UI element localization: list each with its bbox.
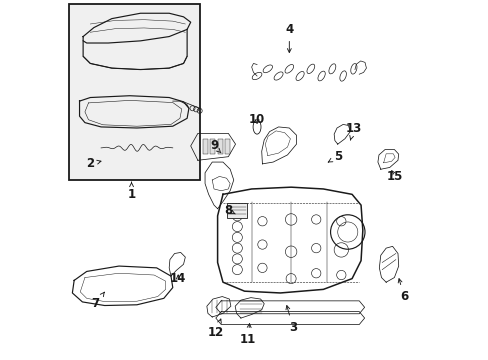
Text: 12: 12 [207, 319, 224, 339]
Bar [203, 139, 208, 154]
Text: 3: 3 [285, 306, 296, 333]
Bar [217, 139, 222, 154]
Bar [227, 203, 246, 218]
Text: 9: 9 [209, 139, 221, 153]
Text: 6: 6 [397, 279, 407, 303]
Text: 11: 11 [240, 324, 256, 346]
Text: 15: 15 [386, 170, 403, 183]
Text: 2: 2 [86, 157, 101, 170]
Text: 1: 1 [127, 182, 135, 201]
Text: 14: 14 [170, 272, 186, 285]
Bar [210, 139, 215, 154]
Text: 5: 5 [327, 150, 341, 163]
Text: 7: 7 [91, 292, 104, 310]
Text: 13: 13 [345, 122, 361, 140]
Bar [69, 4, 199, 180]
Text: 8: 8 [224, 204, 235, 217]
Bar [224, 139, 229, 154]
Text: 10: 10 [248, 113, 264, 126]
Text: 4: 4 [285, 23, 293, 53]
